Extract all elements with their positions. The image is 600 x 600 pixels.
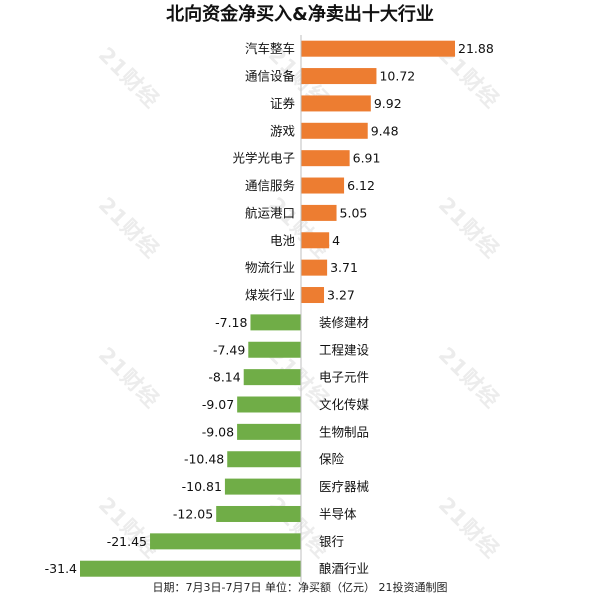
category-label: 医疗器械 xyxy=(319,479,370,494)
data-label: -8.14 xyxy=(208,370,240,385)
bar xyxy=(301,95,371,112)
data-label: -21.45 xyxy=(107,534,147,549)
bar xyxy=(80,560,301,577)
bar xyxy=(237,396,301,413)
data-label: -12.05 xyxy=(173,506,213,521)
category-label: 电子元件 xyxy=(319,370,369,385)
data-label: 5.05 xyxy=(340,205,368,220)
category-label: 半导体 xyxy=(319,506,357,521)
bar xyxy=(301,177,345,194)
category-label: 游戏 xyxy=(270,123,295,138)
bar xyxy=(243,369,301,386)
category-label: 生物制品 xyxy=(319,424,369,439)
category-label: 航运港口 xyxy=(245,205,295,220)
data-label: 3.27 xyxy=(327,288,355,303)
bar xyxy=(227,451,301,468)
category-label: 银行 xyxy=(319,534,344,549)
data-label: 9.48 xyxy=(371,123,399,138)
data-label: -10.48 xyxy=(184,452,224,467)
category-label: 光学光电子 xyxy=(232,151,295,166)
data-label: -9.07 xyxy=(202,397,234,412)
bar xyxy=(301,259,328,276)
data-label: 6.91 xyxy=(353,151,381,166)
data-label: 9.92 xyxy=(374,96,402,111)
bar xyxy=(250,314,301,331)
category-label: 工程建设 xyxy=(319,342,370,357)
category-label: 文化传媒 xyxy=(319,397,370,412)
category-label: 酿酒行业 xyxy=(319,561,369,576)
data-label: -7.49 xyxy=(213,342,245,357)
category-label: 通信设备 xyxy=(245,69,296,84)
data-label: 3.71 xyxy=(330,260,358,275)
bar xyxy=(150,533,301,550)
chart-footer-note: 日期：7月3日-7月7日 单位：净买额（亿元） 21投资通制图 xyxy=(152,581,448,594)
category-label: 物流行业 xyxy=(245,260,295,275)
data-label: -7.18 xyxy=(215,315,247,330)
data-label: 4 xyxy=(332,233,340,248)
data-label: -9.08 xyxy=(202,424,234,439)
bar xyxy=(301,287,325,304)
category-label: 电池 xyxy=(270,233,296,248)
category-label: 通信服务 xyxy=(245,178,295,193)
category-label: 保险 xyxy=(319,452,345,467)
bar xyxy=(237,423,301,440)
bar xyxy=(301,122,368,139)
category-label: 装修建材 xyxy=(319,315,369,330)
bar xyxy=(301,40,455,57)
data-label: 21.88 xyxy=(458,41,494,56)
bar xyxy=(301,232,330,249)
data-label: 10.72 xyxy=(379,69,415,84)
bar xyxy=(248,341,302,358)
chart-title: 北向资金净买入&净卖出十大行业 xyxy=(166,4,434,25)
data-label: -10.81 xyxy=(182,479,222,494)
category-label: 证券 xyxy=(270,96,296,111)
bar xyxy=(301,204,337,221)
category-label: 煤炭行业 xyxy=(245,288,295,303)
category-label: 汽车整车 xyxy=(245,41,295,56)
data-label: -31.4 xyxy=(45,561,77,576)
bar xyxy=(301,68,377,85)
data-label: 6.12 xyxy=(347,178,375,193)
bar xyxy=(216,505,301,522)
bar xyxy=(224,478,301,495)
bar xyxy=(301,150,350,167)
